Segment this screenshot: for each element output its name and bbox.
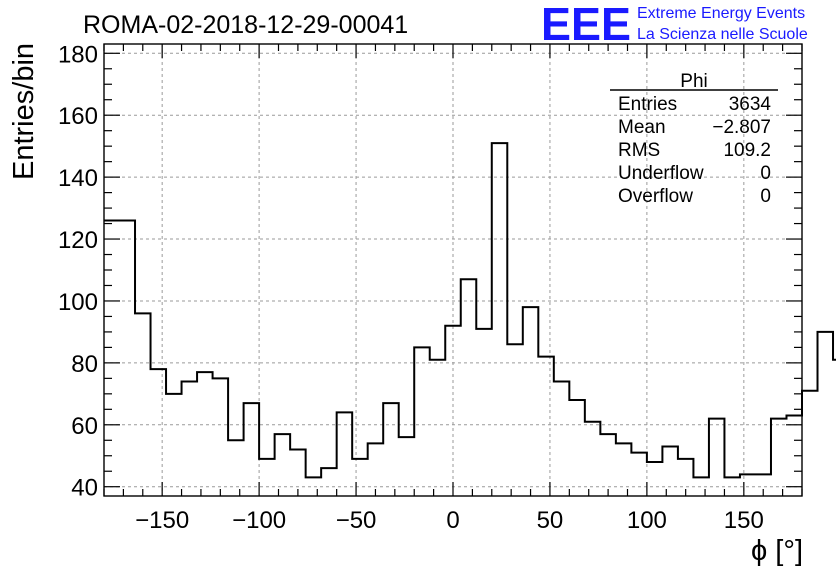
stats-label: Entries <box>618 94 677 115</box>
histogram-bin <box>151 369 167 496</box>
x-tick-label: −50 <box>336 507 377 534</box>
histogram-bin <box>275 434 291 496</box>
stats-value: 0 <box>760 163 771 184</box>
histogram-bin <box>585 422 601 496</box>
histogram-bin <box>104 220 120 496</box>
y-tick-label: 140 <box>58 165 98 192</box>
histogram-bin <box>228 440 244 496</box>
histogram-bin <box>461 279 477 496</box>
x-tick-label: −100 <box>232 507 286 534</box>
x-tick-label: −150 <box>135 507 189 534</box>
histogram-bin <box>414 347 430 496</box>
x-tick-label: 100 <box>627 507 667 534</box>
stats-value: −2.807 <box>712 117 771 138</box>
y-tick-label: 120 <box>58 227 98 254</box>
histogram-bin <box>802 391 818 496</box>
stats-label: RMS <box>618 140 660 161</box>
stats-label: Underflow <box>618 163 704 184</box>
histogram-bin <box>476 329 492 496</box>
histogram-bin <box>554 381 570 496</box>
stats-label: Overflow <box>618 186 693 207</box>
histogram-bin <box>492 143 508 496</box>
histogram-line <box>104 142 836 479</box>
tick-labels: −150 −100 −50 0 50 100 150 40 60 80 100 120 140 160 18… <box>58 41 764 534</box>
stats-label: Mean <box>618 117 666 138</box>
histogram-bin <box>120 220 136 496</box>
y-tick-label: 60 <box>71 413 98 440</box>
histogram-bin <box>321 468 337 496</box>
histogram-bin <box>182 381 198 496</box>
histogram-bin <box>538 357 554 496</box>
histogram-plot <box>104 142 836 496</box>
x-tick-label: 50 <box>537 507 564 534</box>
histogram-bin <box>662 446 678 496</box>
histogram-bin <box>368 443 384 496</box>
stats-box-title: Phi <box>680 71 707 92</box>
histogram-bin <box>213 378 229 496</box>
grid-lines <box>104 44 802 496</box>
y-tick-label: 100 <box>58 289 98 316</box>
histogram-bin <box>507 344 523 496</box>
histogram-bin <box>259 459 275 496</box>
y-tick-label: 180 <box>58 41 98 68</box>
histogram-bin <box>383 403 399 496</box>
histogram-bin <box>523 307 539 496</box>
y-tick-label: 40 <box>71 475 98 502</box>
histogram-bin <box>818 332 834 496</box>
y-tick-label: 160 <box>58 103 98 130</box>
x-axis-label: ϕ [°] <box>751 535 803 567</box>
histogram-bin <box>244 403 260 496</box>
x-tick-label: 150 <box>724 507 764 534</box>
logo-line-1: Extreme Energy Events <box>637 5 805 22</box>
histogram-bin <box>569 400 585 496</box>
histogram-bin <box>430 360 446 496</box>
stats-value: 0 <box>760 186 771 207</box>
stats-box: Phi Entries 3634 Mean −2.807 RMS 109.2 U… <box>610 71 778 207</box>
histogram-bin <box>135 313 151 496</box>
histogram-bin <box>709 419 725 496</box>
histogram-bin <box>616 443 632 496</box>
y-axis-label: Entries/bin <box>8 43 40 180</box>
histogram-bin <box>166 394 182 496</box>
x-tick-label: 0 <box>446 507 459 534</box>
histogram-bin <box>771 419 787 496</box>
axes <box>103 43 803 497</box>
histogram-bin <box>724 477 740 496</box>
histogram-bin <box>306 477 322 496</box>
histogram-bin <box>352 459 368 496</box>
chart-title: ROMA-02-2018-12-29-00041 <box>83 11 408 39</box>
histogram-bin <box>647 462 663 496</box>
stats-value: 109.2 <box>723 140 771 161</box>
logo-line-2: La Scienza nelle Scuole <box>637 26 808 43</box>
histogram-bin <box>740 474 756 496</box>
histogram-bin <box>197 372 213 496</box>
histogram-bin <box>631 453 647 496</box>
eee-logo: EEE Extreme Energy Events La Scienza nel… <box>541 0 808 50</box>
eee-logo-mark: EEE <box>541 0 631 50</box>
y-tick-label: 80 <box>71 351 98 378</box>
stats-value: 3634 <box>729 94 772 115</box>
